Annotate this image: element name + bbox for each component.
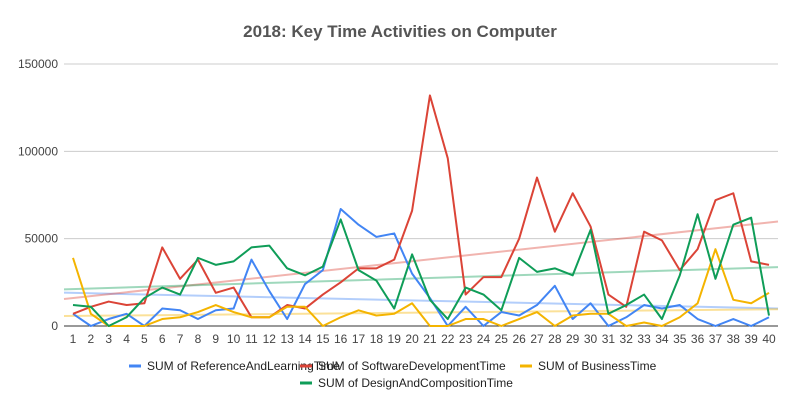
legend-item[interactable]: SUM of SoftwareDevelopmentTime bbox=[300, 359, 506, 373]
x-tick-label: 9 bbox=[212, 332, 219, 346]
x-tick-label: 10 bbox=[227, 332, 241, 346]
x-tick-label: 29 bbox=[566, 332, 580, 346]
x-tick-label: 18 bbox=[370, 332, 384, 346]
legend-label: SUM of BusinessTime bbox=[538, 359, 657, 373]
legend-label: SUM of SoftwareDevelopmentTime bbox=[318, 359, 506, 373]
x-tick-label: 17 bbox=[352, 332, 366, 346]
x-tick-label: 32 bbox=[620, 332, 634, 346]
x-tick-label: 13 bbox=[280, 332, 294, 346]
series-line-2 bbox=[72, 248, 770, 327]
x-tick-label: 23 bbox=[459, 332, 473, 346]
x-tick-label: 30 bbox=[584, 332, 598, 346]
x-tick-label: 22 bbox=[441, 332, 455, 346]
x-tick-label: 39 bbox=[744, 332, 758, 346]
series-line-3 bbox=[72, 213, 770, 327]
x-tick-label: 2 bbox=[88, 332, 95, 346]
x-tick-label: 15 bbox=[316, 332, 330, 346]
x-tick-label: 27 bbox=[530, 332, 544, 346]
y-tick-label: 150000 bbox=[18, 57, 58, 71]
trendline-1 bbox=[63, 220, 779, 301]
x-tick-label: 24 bbox=[477, 332, 491, 346]
legend-item[interactable]: SUM of BusinessTime bbox=[520, 359, 657, 373]
x-tick-label: 36 bbox=[691, 332, 705, 346]
x-tick-label: 6 bbox=[159, 332, 166, 346]
legend-item[interactable]: SUM of ReferenceAndLearningTime bbox=[129, 359, 340, 373]
trendline-0 bbox=[63, 291, 779, 310]
x-tick-label: 37 bbox=[709, 332, 723, 346]
legend-label: SUM of DesignAndCompositionTime bbox=[318, 376, 513, 390]
x-tick-label: 8 bbox=[195, 332, 202, 346]
x-tick-label: 33 bbox=[637, 332, 651, 346]
y-tick-label: 0 bbox=[51, 319, 58, 333]
chart-title: 2018: Key Time Activities on Computer bbox=[243, 22, 557, 41]
x-tick-label: 11 bbox=[245, 332, 258, 346]
x-tick-label: 38 bbox=[727, 332, 741, 346]
x-tick-label: 4 bbox=[123, 332, 130, 346]
x-tick-label: 28 bbox=[548, 332, 562, 346]
x-tick-label: 26 bbox=[512, 332, 526, 346]
x-tick-label: 1 bbox=[70, 332, 77, 346]
x-tick-label: 40 bbox=[762, 332, 776, 346]
x-tick-label: 7 bbox=[177, 332, 184, 346]
x-tick-label: 19 bbox=[388, 332, 402, 346]
series-line-1 bbox=[72, 94, 770, 319]
x-tick-label: 3 bbox=[105, 332, 112, 346]
y-tick-label: 50000 bbox=[25, 232, 59, 246]
legend-label: SUM of ReferenceAndLearningTime bbox=[147, 359, 340, 373]
x-tick-label: 25 bbox=[495, 332, 509, 346]
x-tick-label: 12 bbox=[263, 332, 277, 346]
x-tick-label: 34 bbox=[655, 332, 669, 346]
x-tick-label: 16 bbox=[334, 332, 348, 346]
trendline-2 bbox=[63, 308, 779, 318]
legend-item[interactable]: SUM of DesignAndCompositionTime bbox=[300, 376, 513, 390]
series-line-0 bbox=[72, 207, 770, 327]
x-tick-label: 35 bbox=[673, 332, 687, 346]
x-tick-label: 14 bbox=[298, 332, 312, 346]
y-tick-label: 100000 bbox=[18, 144, 58, 158]
x-tick-label: 31 bbox=[602, 332, 616, 346]
x-tick-label: 5 bbox=[141, 332, 148, 346]
x-tick-label: 21 bbox=[423, 332, 437, 346]
x-tick-label: 20 bbox=[405, 332, 419, 346]
